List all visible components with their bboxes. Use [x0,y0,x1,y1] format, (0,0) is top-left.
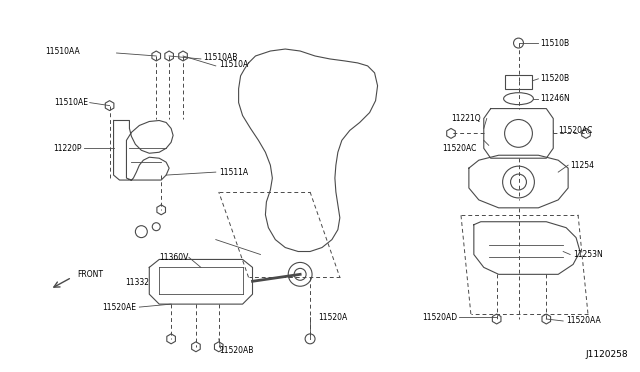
Text: 11511A: 11511A [219,168,248,177]
Text: 11520B: 11520B [540,74,570,83]
Text: 11520AD: 11520AD [422,312,457,321]
Text: 11360V: 11360V [159,253,189,262]
Text: 11221Q: 11221Q [451,114,481,123]
Text: 11510A: 11510A [219,60,248,70]
Text: FRONT: FRONT [77,270,103,279]
Text: 11520AB: 11520AB [219,346,253,355]
Text: 11520AC: 11520AC [442,144,477,153]
Text: 11246N: 11246N [540,94,570,103]
Text: 11510B: 11510B [540,39,570,48]
Text: 11520AE: 11520AE [102,302,136,312]
Text: 11510AE: 11510AE [54,98,88,107]
Text: 11520AC: 11520AC [558,126,593,135]
Text: 11520A: 11520A [318,312,348,321]
Text: 11332: 11332 [125,278,149,287]
Text: 11220P: 11220P [53,144,82,153]
Text: 11253N: 11253N [573,250,603,259]
Text: J1120258: J1120258 [585,350,628,359]
Bar [504,75,532,89]
Text: 11510AA: 11510AA [45,46,80,55]
Text: 11510AB: 11510AB [203,54,237,62]
Text: 11254: 11254 [570,161,594,170]
Text: 11520AA: 11520AA [566,317,601,326]
